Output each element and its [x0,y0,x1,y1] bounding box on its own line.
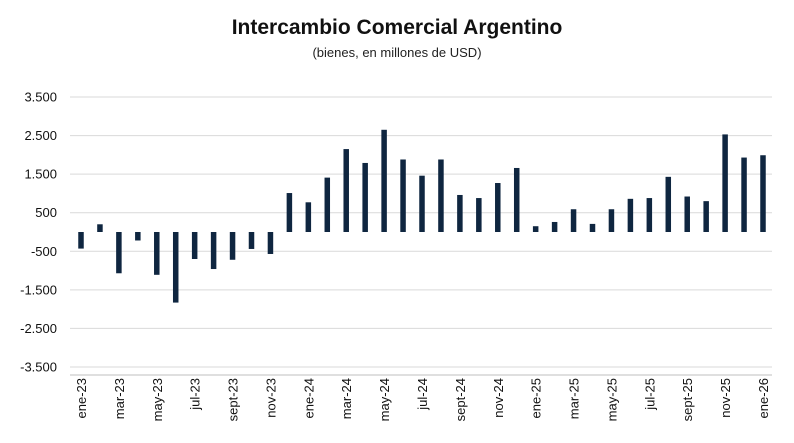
bar-nov-25 [722,134,728,232]
x-tick-label: nov-25 [718,378,733,418]
bar-ago-25 [665,176,672,232]
x-tick-label: nov-24 [491,378,506,418]
bar-feb-25 [551,221,558,232]
y-tick-label: -1.500 [20,282,57,297]
x-tick-label: may-23 [150,378,165,421]
bar-jun-23 [172,232,179,303]
bar-abr-25 [589,223,596,232]
y-axis: 3.500 2.500 1.500 500 -500 -1.500 -2.500 -3.500 [20,90,57,375]
bar-nov-23 [267,232,274,254]
bar-jun-25 [627,198,634,232]
x-tick-label: ene-25 [529,378,544,418]
y-tick-label: 2.500 [24,128,57,143]
bar-ene-24 [305,202,312,232]
bar-sept-25 [684,196,690,232]
bar-feb-24 [324,177,331,232]
y-tick-label: 3.500 [24,90,57,105]
bar-ene-25 [532,226,539,232]
bar-dic-23 [286,193,293,232]
bar-jun-24 [400,159,406,232]
y-tick-label: -3.500 [20,360,57,375]
bar-jul-25 [646,198,653,232]
bar-jul-23 [191,232,198,259]
bar-mar-25 [570,209,577,232]
x-tick-label: mar-24 [339,378,354,419]
x-tick-label: sept-23 [226,378,241,421]
x-tick-label: ene-24 [301,378,316,418]
x-tick-label: ene-26 [756,378,771,418]
y-tick-label: 1.500 [24,167,57,182]
x-tick-label: jul-24 [415,378,430,411]
bar-oct-24 [476,198,482,232]
y-tick-label: -2.500 [20,321,57,336]
x-tick-label: may-24 [377,378,392,421]
bar-abr-23 [135,232,141,241]
bar-ago-23 [210,232,217,270]
x-tick-label: may-25 [604,378,619,421]
bar-nov-24 [495,183,501,232]
bar-oct-23 [248,232,255,249]
bar-may-24 [381,129,387,232]
bar-abr-24 [362,162,368,232]
bar-sept-24 [457,194,463,232]
y-tick-label: 500 [35,205,57,220]
x-tick-label: sept-24 [453,378,468,421]
x-tick-label: ene-23 [74,378,89,418]
x-tick-label: nov-23 [263,378,278,418]
y-tick-label: -500 [31,244,57,259]
bar-sept-23 [229,232,236,260]
bar-jul-24 [419,175,425,232]
bar-oct-25 [703,201,709,232]
chart-subtitle: (bienes, en millones de USD) [312,45,482,60]
bar-ene-23 [78,232,84,249]
x-tick-label: jul-25 [642,378,657,411]
x-tick-label: sept-25 [680,378,695,421]
x-axis: ene-23 mar-23 may-23 jul-23 sept-23 nov-23 ene… [70,374,772,421]
bar-may-23 [154,232,160,275]
bar-ago-24 [438,159,444,232]
bar-mar-24 [343,149,349,232]
x-tick-label: mar-23 [112,378,127,419]
bar-series [78,129,766,303]
bar-may-25 [608,209,615,232]
bar-dic-25 [741,157,747,232]
x-tick-label: jul-23 [188,378,203,411]
gridlines [70,96,772,368]
bar-dic-24 [513,167,520,232]
bar-feb-23 [97,224,103,232]
bar-ene-26 [760,155,766,232]
chart-title: Intercambio Comercial Argentino [231,16,563,39]
bar-mar-23 [116,232,122,274]
x-tick-label: mar-25 [567,378,582,419]
